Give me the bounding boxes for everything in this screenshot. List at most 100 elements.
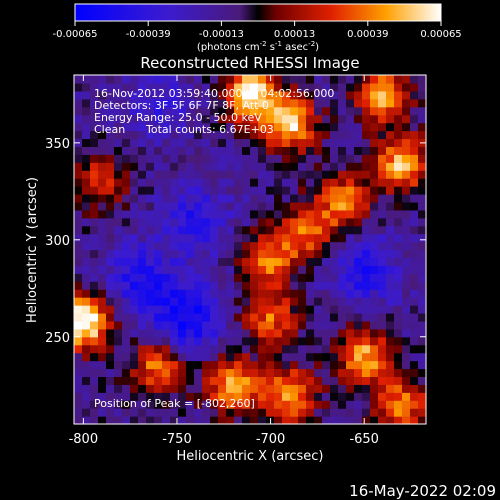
heatmap-cell bbox=[274, 336, 283, 346]
heatmap-cell bbox=[242, 305, 251, 314]
heatmap-cell bbox=[346, 98, 355, 108]
heatmap-cell bbox=[138, 336, 147, 346]
heatmap-cell bbox=[186, 257, 195, 266]
heatmap-cell bbox=[306, 138, 315, 147]
heatmap-cell bbox=[186, 90, 195, 100]
heatmap-cell bbox=[194, 170, 203, 179]
heatmap-cell bbox=[74, 186, 83, 195]
heatmap-cell bbox=[162, 170, 171, 179]
heatmap-cell bbox=[234, 75, 243, 84]
heatmap-cell bbox=[106, 273, 115, 282]
heatmap-cell bbox=[242, 178, 251, 187]
heatmap-cell bbox=[266, 170, 275, 179]
heatmap-cell bbox=[322, 114, 331, 124]
heatmap-cell bbox=[346, 312, 355, 322]
heatmap-cell bbox=[82, 217, 91, 227]
heatmap-cell bbox=[322, 368, 331, 378]
heatmap-cell bbox=[122, 281, 131, 290]
heatmap-cell bbox=[74, 90, 83, 100]
heatmap-cell bbox=[218, 297, 227, 306]
heatmap-cell bbox=[362, 193, 371, 203]
heatmap-cell bbox=[74, 122, 83, 132]
heatmap-cell bbox=[90, 360, 99, 370]
heatmap-cell bbox=[130, 114, 139, 124]
heatmap-cell bbox=[322, 265, 331, 274]
heatmap-cell bbox=[290, 114, 299, 124]
heatmap-cell bbox=[210, 162, 219, 171]
heatmap-cell bbox=[178, 170, 187, 179]
heatmap-cell bbox=[170, 233, 179, 243]
heatmap-cell bbox=[402, 241, 411, 251]
heatmap-cell bbox=[122, 289, 131, 298]
heatmap-cell bbox=[386, 209, 395, 219]
heatmap-cell bbox=[98, 241, 107, 251]
heatmap-cell bbox=[354, 265, 363, 274]
heatmap-cell bbox=[122, 82, 131, 92]
heatmap-cell bbox=[378, 352, 387, 362]
heatmap-cell bbox=[138, 273, 147, 282]
heatmap-cell bbox=[154, 201, 163, 211]
heatmap-cell bbox=[106, 320, 115, 330]
heatmap-cell bbox=[346, 162, 355, 171]
heatmap-cell bbox=[90, 328, 99, 338]
heatmap-cell bbox=[322, 257, 331, 266]
heatmap-cell bbox=[354, 241, 363, 251]
heatmap-cell bbox=[154, 257, 163, 266]
heatmap-cell bbox=[282, 225, 291, 235]
heatmap-cell bbox=[170, 209, 179, 219]
heatmap-cell bbox=[314, 193, 323, 203]
heatmap-cell bbox=[322, 241, 331, 251]
heatmap-cell bbox=[186, 114, 195, 124]
heatmap-cell bbox=[386, 162, 395, 171]
heatmap-cell bbox=[234, 273, 243, 282]
heatmap-cell bbox=[82, 392, 91, 401]
heatmap-cell bbox=[202, 368, 211, 378]
heatmap-cell bbox=[74, 336, 83, 346]
heatmap-cell bbox=[178, 376, 187, 385]
heatmap-cell bbox=[178, 352, 187, 362]
heatmap-cell bbox=[170, 138, 179, 147]
heatmap-cell bbox=[362, 201, 371, 211]
heatmap-cell bbox=[170, 344, 179, 354]
heatmap-cell bbox=[218, 178, 227, 187]
heatmap-cell bbox=[178, 193, 187, 203]
heatmap-cell bbox=[210, 257, 219, 266]
heatmap-cell bbox=[418, 82, 427, 92]
heatmap-cell bbox=[202, 384, 211, 393]
heatmap-cell bbox=[386, 328, 395, 338]
heatmap-cell bbox=[274, 209, 283, 219]
heatmap-cell bbox=[202, 193, 211, 203]
heatmap-cell bbox=[394, 170, 403, 179]
heatmap-cell bbox=[210, 75, 219, 84]
heatmap-cell bbox=[322, 408, 331, 417]
heatmap-cell bbox=[306, 265, 315, 274]
heatmap-cell bbox=[234, 257, 243, 266]
heatmap-cell bbox=[138, 217, 147, 227]
heatmap-cell bbox=[402, 193, 411, 203]
heatmap-cell bbox=[354, 352, 363, 362]
heatmap-cell bbox=[114, 138, 123, 147]
heatmap-cell bbox=[162, 352, 171, 362]
heatmap-cell bbox=[98, 368, 107, 378]
heatmap-cell bbox=[338, 360, 347, 370]
heatmap-cell bbox=[266, 368, 275, 378]
heatmap-cell bbox=[322, 170, 331, 179]
heatmap-cell bbox=[370, 225, 379, 235]
heatmap-cell bbox=[218, 352, 227, 362]
heatmap-cell bbox=[98, 146, 107, 155]
heatmap-cell bbox=[98, 122, 107, 132]
heatmap-cell bbox=[250, 400, 259, 409]
heatmap-cell bbox=[314, 312, 323, 322]
y-tick-label: 350 bbox=[45, 137, 70, 152]
heatmap-cell bbox=[234, 233, 243, 243]
heatmap-cell bbox=[146, 98, 155, 108]
heatmap-cell bbox=[250, 122, 259, 132]
heatmap-cell bbox=[146, 273, 155, 282]
heatmap-cell bbox=[122, 146, 131, 155]
heatmap-cell bbox=[418, 201, 427, 211]
heatmap-cell bbox=[130, 217, 139, 227]
heatmap-cell bbox=[330, 265, 339, 274]
heatmap-cell bbox=[378, 336, 387, 346]
heatmap-cell bbox=[418, 114, 427, 124]
